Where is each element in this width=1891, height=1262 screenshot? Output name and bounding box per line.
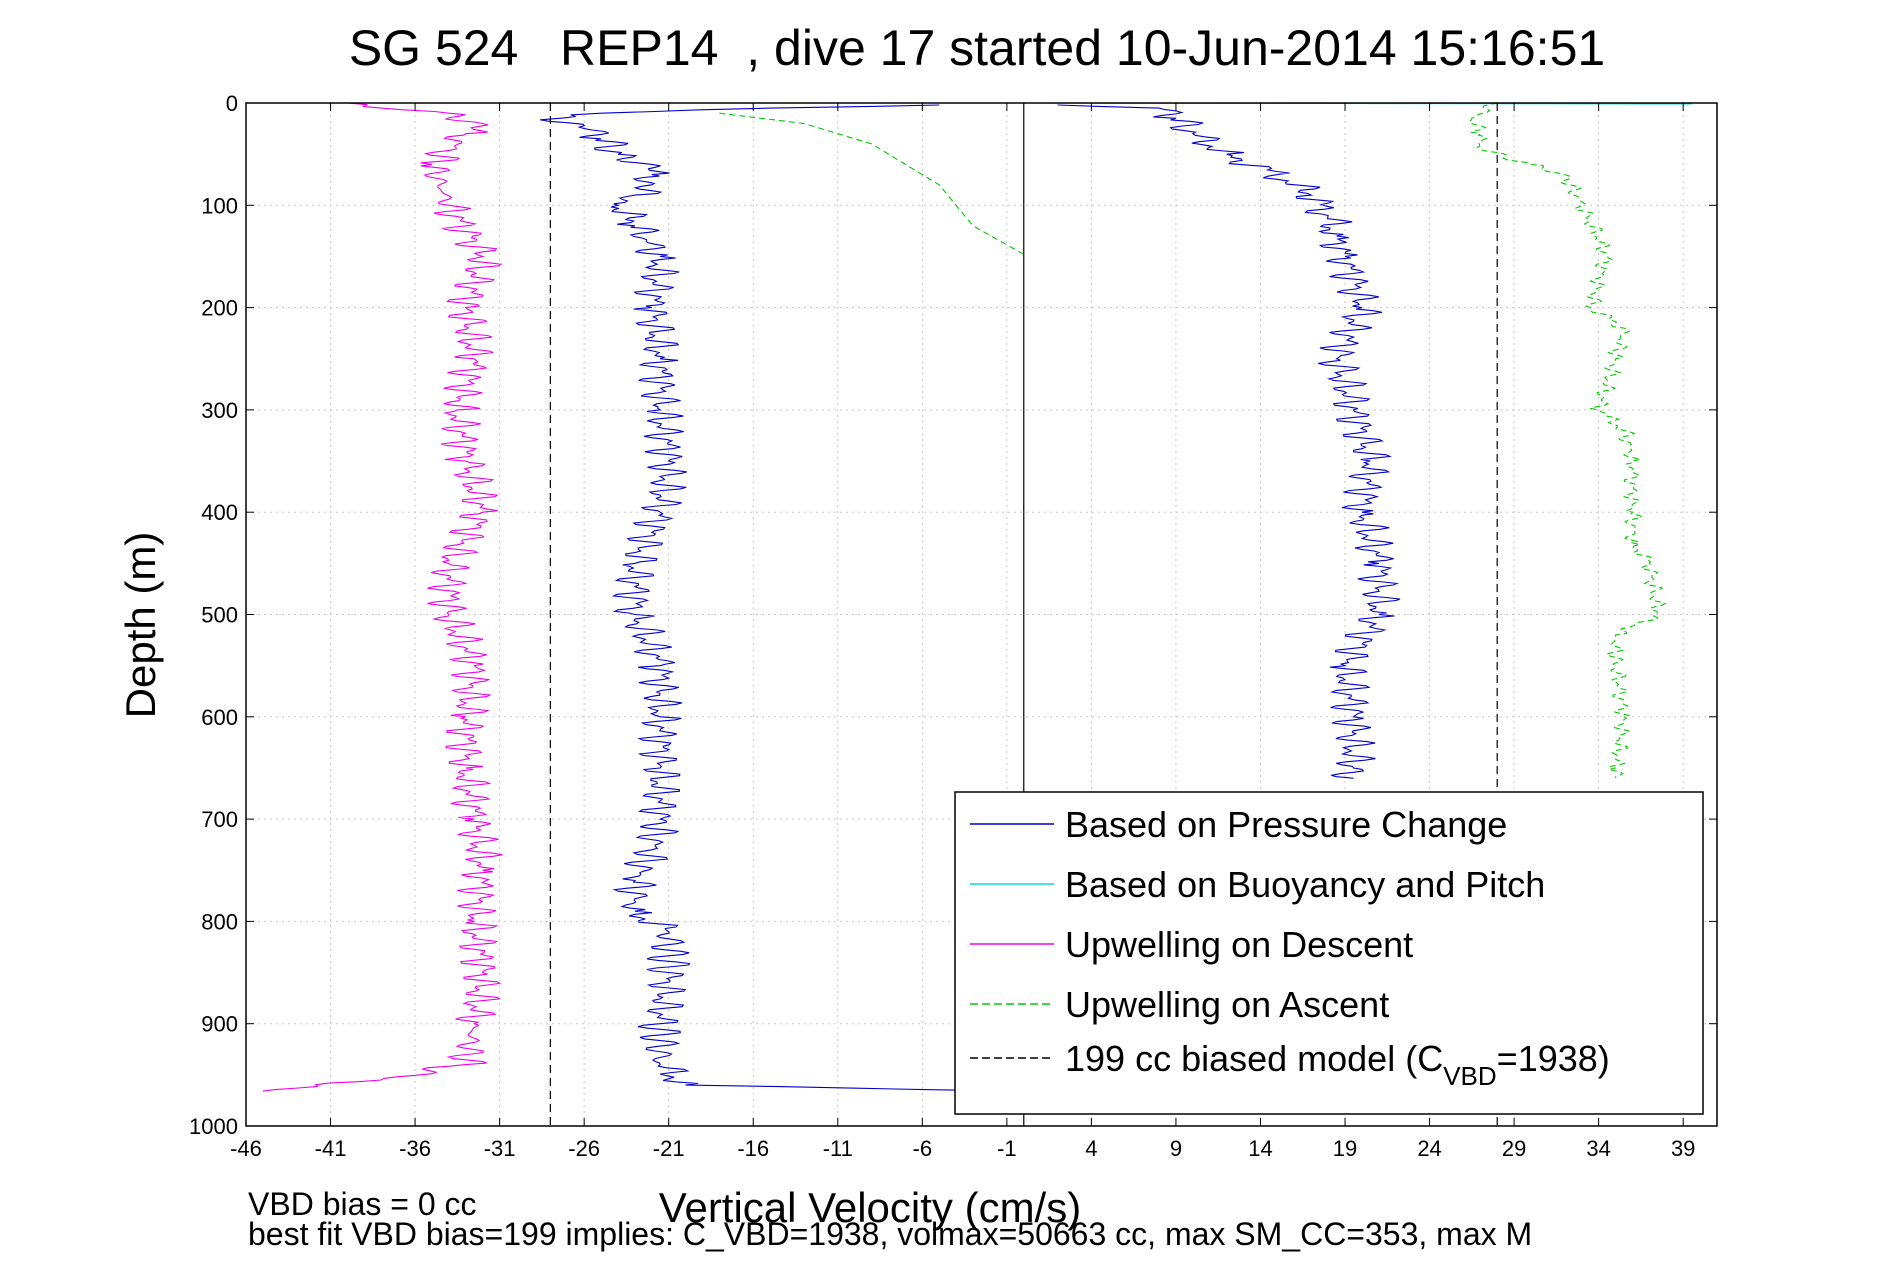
footer-vbd-bias: VBD bias = 0 cc	[248, 1186, 477, 1222]
x-tick-label-3: -31	[484, 1136, 516, 1161]
y-tick-label-5: 500	[201, 603, 238, 628]
legend-label-descent: Upwelling on Descent	[1065, 924, 1413, 965]
x-tick-label-15: 29	[1502, 1136, 1526, 1161]
x-tick-label-7: -11	[823, 1136, 853, 1161]
x-axis-ticks: -46 -41 -36 -31 -26 -21 -16 -11 -6 -1 4 9 14 19 24 29 34…	[230, 103, 1695, 1161]
y-tick-label-10: 1000	[189, 1114, 238, 1139]
legend-label-buoyancy: Based on Buoyancy and Pitch	[1065, 864, 1545, 905]
x-tick-label-14: 24	[1417, 1136, 1441, 1161]
x-tick-label-13: 19	[1333, 1136, 1357, 1161]
series-0-segment-1	[1057, 104, 1401, 779]
y-tick-label-1: 100	[201, 193, 238, 218]
x-tick-label-2: -36	[399, 1136, 431, 1161]
series-3-segment-1	[1468, 102, 1667, 779]
legend: Based on Pressure Change Based on Buoyan…	[954, 791, 1704, 1115]
y-tick-label-2: 200	[201, 296, 238, 321]
x-tick-label-9: -1	[997, 1136, 1017, 1161]
legend-label-model-main: 199 cc biased model (C	[1065, 1038, 1443, 1079]
series-3-segment-0	[719, 112, 1025, 255]
y-axis-ticks: 0 100 200 300 400 500 600 700 800 900 1000	[189, 91, 1717, 1139]
legend-label-pressure: Based on Pressure Change	[1065, 804, 1507, 845]
legend-label-model: 199 cc biased model (CVBD=1938)	[1065, 1038, 1610, 1091]
legend-label-ascent: Upwelling on Ascent	[1065, 984, 1389, 1025]
chart-title: SG 524 REP14 , dive 17 started 10-Jun-20…	[349, 20, 1605, 76]
x-tick-label-4: -26	[568, 1136, 600, 1161]
x-tick-label-16: 34	[1586, 1136, 1610, 1161]
y-tick-label-4: 400	[201, 500, 238, 525]
footer-best-fit: best fit VBD bias=199 implies: C_VBD=193…	[248, 1216, 1532, 1252]
y-axis-label: Depth (m)	[117, 532, 164, 719]
series-2-segment-0	[262, 102, 503, 1092]
x-tick-label-6: -16	[737, 1136, 769, 1161]
y-tick-label-7: 700	[201, 807, 238, 832]
y-tick-label-6: 600	[201, 705, 238, 730]
x-tick-label-11: 9	[1170, 1136, 1182, 1161]
legend-label-model-suffix: =1938)	[1497, 1038, 1610, 1079]
legend-box	[954, 791, 1704, 1115]
x-tick-label-12: 14	[1248, 1136, 1272, 1161]
y-tick-label-9: 900	[201, 1012, 238, 1037]
legend-label-model-subscript: VBD	[1443, 1061, 1496, 1091]
x-tick-label-5: -21	[653, 1136, 685, 1161]
x-tick-label-1: -41	[315, 1136, 347, 1161]
series-0-segment-0	[540, 104, 1024, 1092]
x-tick-label-17: 39	[1671, 1136, 1695, 1161]
x-axis-label: Vertical Velocity (cm/s)	[659, 1184, 1081, 1231]
x-tick-label-10: 4	[1085, 1136, 1097, 1161]
y-tick-label-8: 800	[201, 909, 238, 934]
y-tick-label-3: 300	[201, 398, 238, 423]
x-tick-label-0: -46	[230, 1136, 262, 1161]
x-tick-label-8: -6	[913, 1136, 933, 1161]
y-tick-label-0: 0	[226, 91, 238, 116]
